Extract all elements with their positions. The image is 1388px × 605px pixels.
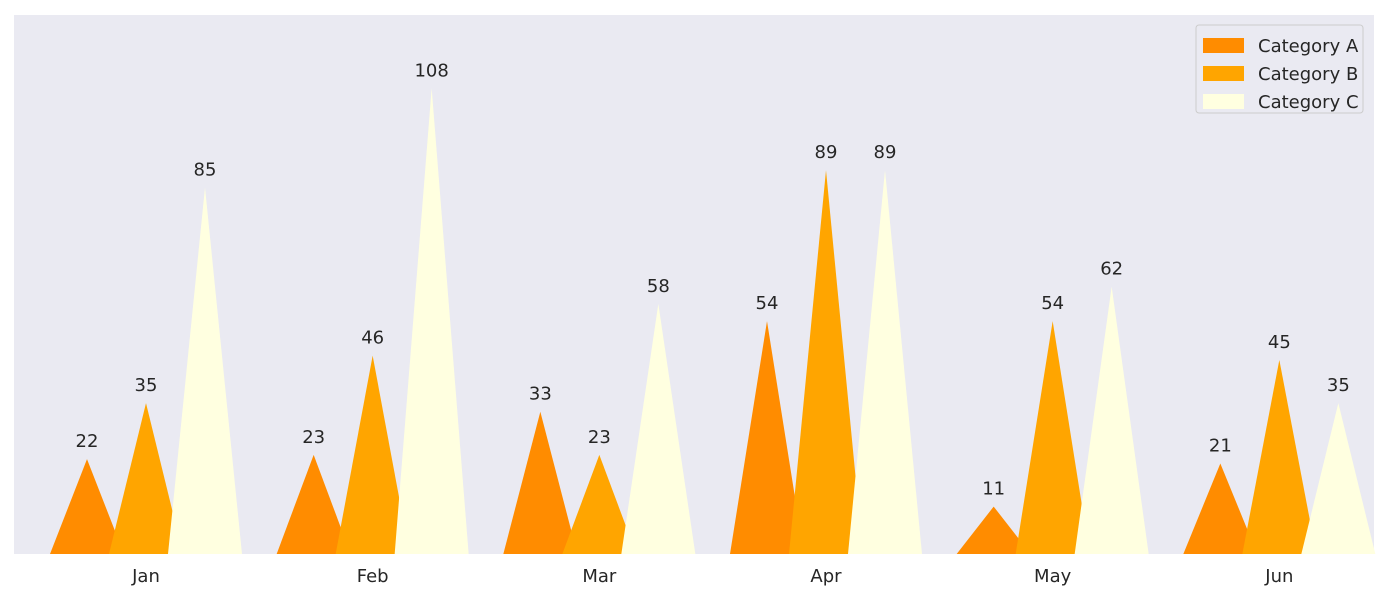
value-labels: 22 35 85 23 46 108 33 23 58 54 89 89 11 54 62 21 45 35 (76, 60, 1350, 499)
data-label: 11 (982, 479, 1005, 500)
chart-marks (50, 88, 1376, 555)
bar-category-c-may (1074, 286, 1149, 554)
data-label: 62 (1100, 259, 1123, 280)
legend-entry-label[interactable]: Category C (1258, 92, 1359, 113)
x-tick-label: Jan (131, 566, 160, 587)
bar-category-b-apr (789, 170, 863, 554)
x-axis: Jan Feb Mar Apr May Jun (131, 566, 1293, 587)
x-tick-label: Jun (1264, 566, 1293, 587)
legend-swatch (1203, 38, 1244, 53)
data-label: 33 (529, 384, 552, 405)
bar-category-c-mar (621, 303, 696, 554)
data-label: 45 (1268, 332, 1291, 353)
data-label: 22 (76, 431, 99, 452)
data-label: 23 (588, 427, 611, 448)
legend[interactable]: Category A Category B Category C (1195, 24, 1364, 114)
data-label: 46 (361, 328, 384, 349)
data-label: 23 (302, 427, 325, 448)
bar-category-b-jun (1242, 359, 1317, 554)
plot-area (14, 15, 1374, 554)
data-label: 54 (1041, 293, 1064, 314)
data-label: 85 (194, 159, 217, 180)
data-label: 89 (815, 142, 838, 163)
data-label: 108 (414, 60, 448, 81)
x-tick-label: Mar (582, 566, 617, 587)
bar-category-b-jan (109, 403, 183, 554)
bar-category-b-may (1015, 321, 1090, 554)
bar-category-c-apr (848, 170, 922, 554)
data-label: 58 (647, 276, 670, 297)
bar-category-b-mar (562, 454, 637, 554)
data-label: 89 (874, 142, 897, 163)
x-tick-label: May (1034, 566, 1072, 587)
legend-swatch (1203, 66, 1244, 81)
bar-category-b-feb (335, 355, 410, 554)
bar-category-a-may (956, 506, 1031, 554)
bar-category-a-feb (276, 454, 351, 554)
data-label: 21 (1209, 435, 1232, 456)
bar-category-a-jan (50, 459, 124, 554)
bar-category-a-mar (503, 411, 578, 554)
bar-category-c-feb (394, 88, 469, 554)
legend-entry-label[interactable]: Category B (1258, 64, 1358, 85)
bar-category-a-apr (730, 321, 804, 554)
bar-category-c-jan (168, 187, 242, 555)
x-tick-label: Apr (810, 566, 842, 587)
legend-entry-label[interactable]: Category A (1258, 36, 1359, 57)
data-label: 35 (135, 375, 158, 396)
data-label: 54 (756, 293, 779, 314)
x-tick-label: Feb (357, 566, 389, 587)
legend-swatch (1203, 94, 1244, 109)
data-label: 35 (1327, 375, 1350, 396)
bar-category-c-jun (1301, 403, 1376, 554)
bar-category-a-jun (1183, 463, 1258, 554)
